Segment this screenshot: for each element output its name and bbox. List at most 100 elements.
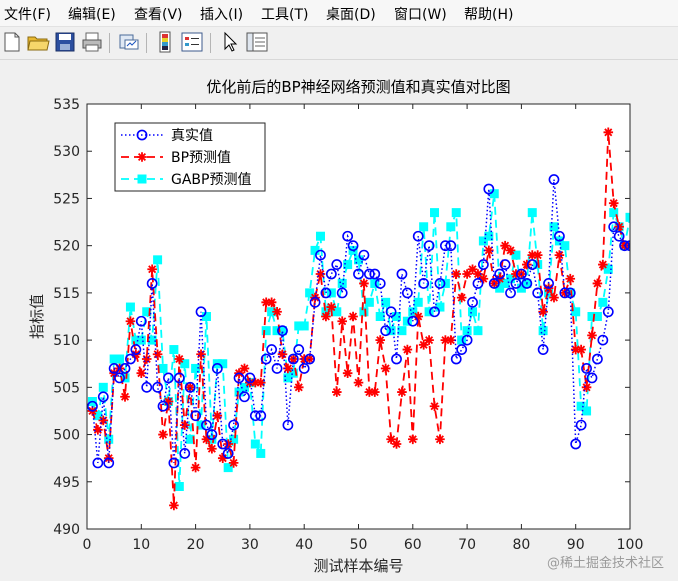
bp-prediction-point bbox=[391, 439, 402, 449]
bp-prediction-point bbox=[326, 302, 337, 312]
gabp-prediction-point bbox=[381, 297, 391, 307]
real-value-point bbox=[244, 372, 256, 384]
gabp-prediction-point bbox=[446, 222, 456, 232]
legend-marker bbox=[137, 174, 147, 184]
menu-insert[interactable]: 插入(I) bbox=[200, 7, 244, 23]
menu-file[interactable]: 文件(F) bbox=[4, 7, 51, 23]
bp-prediction-point bbox=[549, 292, 559, 303]
real-value-line bbox=[91, 179, 630, 463]
menu-window[interactable]: 窗口(W) bbox=[394, 7, 447, 23]
figure-area: 0 10 20 30 40 50 60 70 80 90 100 490 495 500 505 510 515… bbox=[0, 60, 678, 581]
save-icon[interactable] bbox=[53, 30, 77, 54]
real-value-point bbox=[331, 259, 343, 270]
toolbar bbox=[0, 27, 678, 60]
gabp-prediction-point bbox=[527, 208, 537, 218]
property-editor-icon[interactable] bbox=[245, 30, 269, 54]
real-value-point bbox=[239, 391, 250, 403]
real-value-point bbox=[521, 278, 533, 289]
legend-marker bbox=[136, 129, 148, 141]
real-value-point bbox=[570, 438, 582, 450]
bp-prediction-point bbox=[386, 434, 396, 445]
toolbar-separator bbox=[109, 33, 110, 53]
bp-prediction-point bbox=[527, 250, 538, 260]
gabp-prediction-point bbox=[239, 382, 249, 392]
bp-prediction-point bbox=[223, 439, 233, 449]
y-tick-label: 515 bbox=[53, 286, 80, 302]
real-value-point bbox=[624, 240, 630, 252]
bp-prediction-point bbox=[435, 434, 445, 445]
menu-tools[interactable]: 工具(T) bbox=[261, 7, 309, 23]
bp-prediction-point bbox=[500, 240, 510, 251]
menu-view[interactable]: 查看(V) bbox=[134, 7, 183, 23]
bp-prediction-point bbox=[429, 401, 440, 412]
bp-prediction-point bbox=[484, 245, 494, 256]
bp-prediction-point bbox=[299, 354, 309, 364]
menu-help[interactable]: 帮助(H) bbox=[464, 7, 514, 23]
bp-prediction-point bbox=[147, 264, 157, 275]
bp-prediction-point bbox=[239, 363, 250, 374]
gabp-prediction-point bbox=[549, 222, 559, 232]
real-value-point bbox=[266, 344, 278, 355]
real-value-point bbox=[510, 278, 522, 289]
real-value-point bbox=[184, 381, 196, 393]
bp-prediction-point bbox=[114, 363, 125, 374]
real-value-point bbox=[293, 344, 305, 355]
bp-prediction-point bbox=[554, 250, 565, 260]
real-value-point bbox=[608, 221, 620, 233]
bp-prediction-point bbox=[424, 335, 434, 345]
real-value-point bbox=[336, 287, 348, 299]
gabp-prediction-point bbox=[326, 288, 336, 298]
gabp-prediction-point bbox=[337, 278, 347, 288]
real-value-point bbox=[445, 240, 457, 252]
real-value-point bbox=[407, 315, 419, 327]
bp-prediction-point bbox=[397, 387, 407, 397]
real-value-point bbox=[526, 259, 538, 270]
comparison-chart: 0 10 20 30 40 50 60 70 80 90 100 490 495 500 505 510 515… bbox=[28, 78, 643, 575]
real-value-point bbox=[396, 268, 408, 280]
legend-label: BP预测值 bbox=[171, 150, 231, 166]
gabp-prediction-point bbox=[98, 382, 108, 392]
real-value-point bbox=[358, 249, 370, 261]
real-value-point bbox=[260, 353, 272, 365]
legend-label: 真实值 bbox=[171, 128, 213, 144]
real-value-point bbox=[152, 381, 163, 393]
real-value-point bbox=[380, 325, 392, 337]
x-tick-label: 10 bbox=[132, 537, 150, 553]
bp-prediction-point bbox=[283, 363, 293, 374]
real-value-point bbox=[592, 353, 603, 365]
real-value-point bbox=[222, 448, 234, 459]
real-value-point bbox=[597, 334, 609, 346]
real-value-point bbox=[391, 353, 402, 365]
insert-legend-icon[interactable] bbox=[180, 30, 204, 54]
real-value-point bbox=[271, 363, 283, 374]
x-tick-label: 70 bbox=[458, 537, 476, 553]
gabp-prediction-point bbox=[386, 326, 396, 336]
link-plot-icon[interactable] bbox=[117, 30, 141, 54]
bp-prediction-point bbox=[592, 278, 603, 289]
real-value-point bbox=[298, 363, 310, 374]
real-value-point bbox=[423, 240, 435, 252]
pointer-icon[interactable] bbox=[218, 30, 242, 54]
x-tick-label: 60 bbox=[404, 537, 422, 553]
real-value-point bbox=[347, 240, 359, 252]
print-icon[interactable] bbox=[80, 30, 104, 54]
new-file-icon[interactable] bbox=[0, 30, 24, 54]
bp-prediction-point bbox=[478, 273, 489, 284]
bp-prediction-point bbox=[228, 458, 239, 468]
bp-prediction-point bbox=[98, 415, 109, 426]
open-folder-icon[interactable] bbox=[26, 30, 50, 54]
x-tick-label: 80 bbox=[512, 537, 530, 553]
insert-colorbar-icon[interactable] bbox=[153, 30, 177, 54]
real-value-point bbox=[103, 457, 115, 469]
menu-desktop[interactable]: 桌面(D) bbox=[326, 7, 376, 23]
real-value-point bbox=[233, 372, 245, 384]
gabp-prediction-point bbox=[430, 208, 440, 218]
real-value-point bbox=[613, 230, 625, 242]
real-value-point bbox=[581, 363, 592, 374]
real-value-point bbox=[190, 410, 201, 422]
x-tick-label: 90 bbox=[567, 537, 585, 553]
real-value-point bbox=[602, 306, 614, 318]
gabp-prediction-point bbox=[153, 255, 163, 265]
menu-edit[interactable]: 编辑(E) bbox=[68, 7, 116, 23]
bp-prediction-point bbox=[576, 344, 586, 355]
